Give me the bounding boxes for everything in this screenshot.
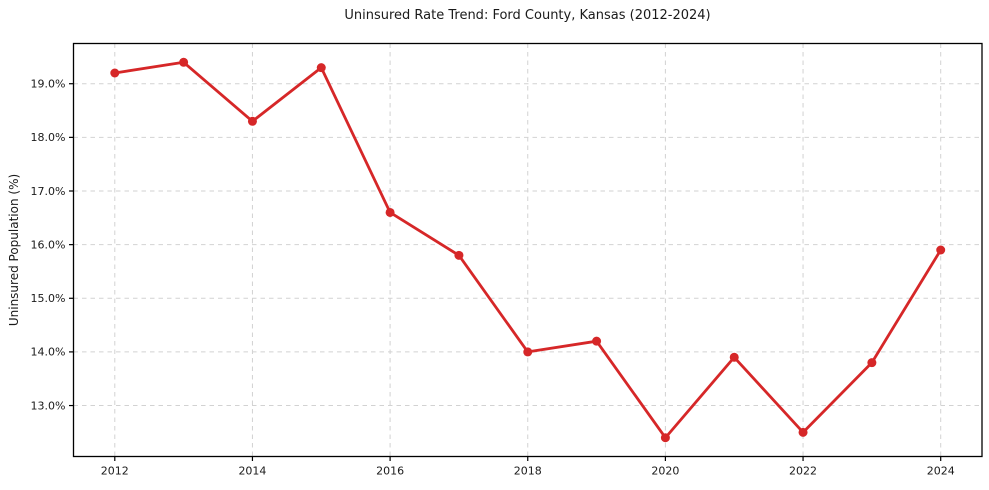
x-tick-label: 2024 xyxy=(927,465,955,478)
data-point xyxy=(729,352,739,362)
data-point xyxy=(110,68,120,78)
chart-title: Uninsured Rate Trend: Ford County, Kansa… xyxy=(344,8,711,23)
data-point xyxy=(179,57,189,67)
data-point xyxy=(798,427,808,437)
y-tick-label: 15.0% xyxy=(31,292,66,305)
y-tick-label: 13.0% xyxy=(31,399,66,412)
x-tick-label: 2022 xyxy=(789,465,817,478)
x-tick-label: 2018 xyxy=(514,465,542,478)
data-point xyxy=(867,358,877,368)
y-tick-label: 16.0% xyxy=(31,238,66,251)
data-point xyxy=(316,63,326,73)
x-tick-label: 2012 xyxy=(101,465,129,478)
x-tick-label: 2014 xyxy=(238,465,266,478)
data-point xyxy=(247,116,257,126)
data-point xyxy=(385,207,395,217)
data-point xyxy=(660,433,670,443)
y-tick-label: 14.0% xyxy=(31,346,66,359)
data-point xyxy=(523,347,533,357)
x-tick-label: 2020 xyxy=(651,465,679,478)
y-tick-label: 17.0% xyxy=(31,185,66,198)
data-point xyxy=(454,250,464,260)
data-point xyxy=(592,336,602,346)
data-point xyxy=(936,245,946,255)
x-tick-label: 2016 xyxy=(376,465,404,478)
y-tick-label: 18.0% xyxy=(31,131,66,144)
y-tick-label: 19.0% xyxy=(31,78,66,91)
